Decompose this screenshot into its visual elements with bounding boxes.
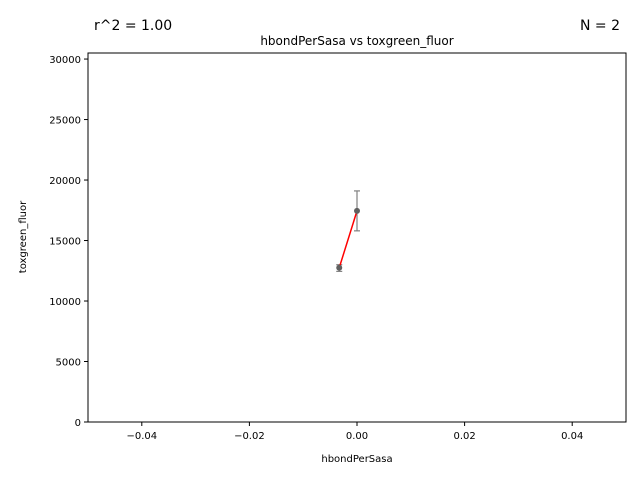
data-point	[336, 264, 343, 271]
y-tick-label: 30000	[49, 55, 81, 66]
x-axis-label: hbondPerSasa	[321, 454, 392, 465]
y-axis-ticks: 0 5000 10000 15000 20000 25000 30000	[49, 55, 88, 429]
data-point	[354, 207, 360, 214]
y-tick-label: 10000	[49, 297, 81, 308]
x-tick-label: −0.02	[234, 431, 265, 442]
x-tick-label: 0.00	[346, 431, 368, 442]
plot-area	[336, 190, 360, 272]
fit-line	[338, 210, 358, 268]
x-axis-ticks: −0.04 −0.02 0.00 0.02 0.04	[126, 422, 583, 442]
y-tick-label: 0	[75, 418, 81, 429]
x-tick-label: −0.04	[126, 431, 157, 442]
y-tick-label: 15000	[49, 237, 81, 248]
y-tick-label: 20000	[49, 176, 81, 187]
r-squared-annotation: r^2 = 1.00	[94, 18, 172, 34]
y-tick-label: 25000	[49, 116, 81, 127]
chart-title: hbondPerSasa vs toxgreen_fluor	[260, 34, 453, 48]
axes-frame	[87, 52, 627, 423]
n-count-annotation: N = 2	[580, 18, 620, 34]
x-tick-label: 0.02	[453, 431, 475, 442]
x-tick-label: 0.04	[561, 431, 583, 442]
y-tick-label: 5000	[56, 358, 81, 369]
y-axis-label: toxgreen_fluor	[18, 200, 29, 273]
